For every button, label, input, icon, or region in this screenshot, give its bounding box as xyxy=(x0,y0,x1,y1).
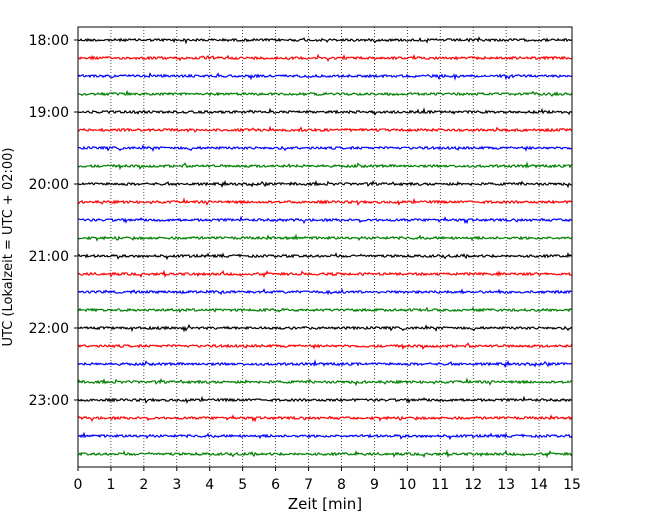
x-tick-label-2: 2 xyxy=(139,477,148,493)
x-tick-label-3: 3 xyxy=(172,477,181,493)
trace-22-45 xyxy=(77,377,573,387)
trace-22-30 xyxy=(77,359,573,369)
x-tick-label-6: 6 xyxy=(271,477,280,493)
y-tick-label-21:00: 21:00 xyxy=(29,249,69,265)
trace-22-15 xyxy=(77,342,573,351)
x-tick-label-10: 10 xyxy=(398,477,416,493)
x-tick-label-4: 4 xyxy=(205,477,214,493)
trace-23-00 xyxy=(77,395,573,404)
x-tick-label-9: 9 xyxy=(370,477,379,493)
x-tick-label-14: 14 xyxy=(530,477,548,493)
trace-20-30 xyxy=(77,215,573,225)
trace-21-45 xyxy=(77,306,573,314)
trace-21-30 xyxy=(77,288,573,296)
trace-23-45 xyxy=(77,449,573,459)
x-tick-label-7: 7 xyxy=(304,477,313,493)
trace-21-00 xyxy=(77,251,573,261)
trace-19-30 xyxy=(77,144,573,152)
trace-18-00 xyxy=(77,36,573,45)
trace-23-15 xyxy=(77,414,573,423)
trace-19-00 xyxy=(77,107,573,116)
y-tick-label-18:00: 18:00 xyxy=(29,33,69,49)
trace-group xyxy=(77,36,573,459)
trace-19-45 xyxy=(77,161,573,171)
x-tick-label-5: 5 xyxy=(238,477,247,493)
y-tick-label-22:00: 22:00 xyxy=(29,321,69,337)
trace-21-15 xyxy=(77,269,573,279)
trace-18-30 xyxy=(77,71,573,81)
x-tick-label-1: 1 xyxy=(106,477,115,493)
vertical-grid xyxy=(110,27,540,467)
y-tick-label-20:00: 20:00 xyxy=(29,177,69,193)
trace-18-15 xyxy=(77,53,573,63)
x-tick-label-11: 11 xyxy=(431,477,449,493)
plot-frame xyxy=(77,26,573,468)
trace-22-00 xyxy=(77,323,573,333)
x-axis-label: Zeit [min] xyxy=(288,495,362,513)
y-axis-ticks: 18:00 19:00 20:00 21:00 22:00 23:00 xyxy=(29,33,78,409)
x-axis-ticks: 0 1 2 3 4 5 6 7 8 9 10 11 12 13 14 15 xyxy=(74,467,581,493)
trace-20-15 xyxy=(77,197,573,206)
x-tick-label-13: 13 xyxy=(497,477,515,493)
trace-19-15 xyxy=(77,125,573,133)
x-tick-label-0: 0 xyxy=(74,477,83,493)
trace-18-45 xyxy=(77,89,573,97)
x-tick-label-12: 12 xyxy=(464,477,482,493)
y-tick-label-19:00: 19:00 xyxy=(29,105,69,121)
trace-20-45 xyxy=(77,233,573,242)
x-tick-label-8: 8 xyxy=(337,477,346,493)
x-tick-label-15: 15 xyxy=(563,477,581,493)
y-tick-label-23:00: 23:00 xyxy=(29,393,69,409)
trace-23-30 xyxy=(77,431,573,441)
trace-20-00 xyxy=(77,179,573,189)
y-axis-label: UTC (Lokalzeit = UTC + 02:00) xyxy=(1,148,16,347)
